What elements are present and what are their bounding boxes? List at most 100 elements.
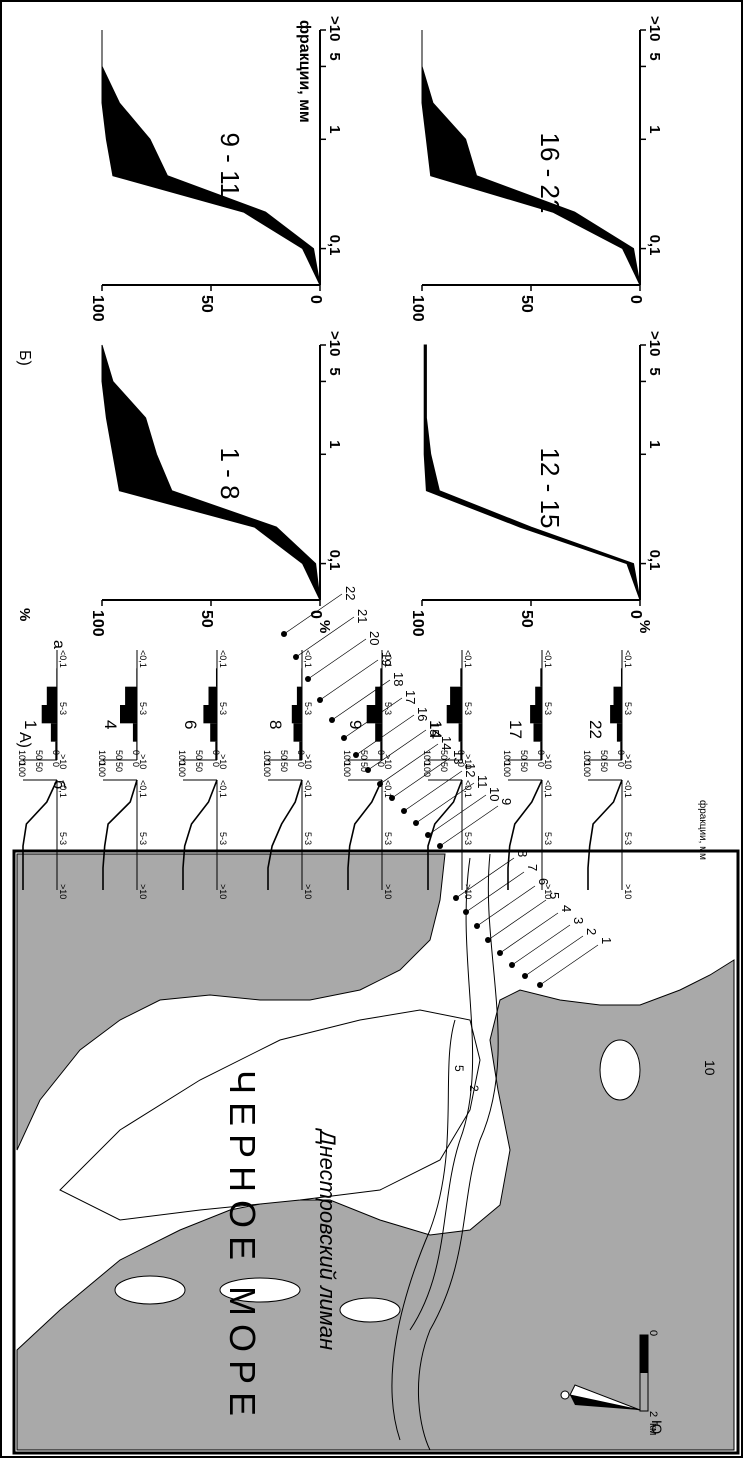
- hist-bar: [50, 723, 57, 742]
- hist-x-tick: >10: [138, 754, 148, 769]
- hist-y-tick: 50: [359, 762, 369, 772]
- cum-y-tick: 50: [359, 750, 369, 760]
- panel-b-y-label: %: [316, 620, 333, 633]
- hist-x-tick: 5-3: [623, 702, 633, 715]
- hist-bar: [296, 686, 302, 705]
- col-b-label: б: [50, 780, 67, 789]
- hist-x-tick: <0,1: [463, 650, 473, 668]
- fraction-tick-label: >10: [326, 16, 343, 41]
- station-label: 21: [355, 609, 370, 623]
- cum-y-tick: 0: [296, 750, 306, 755]
- cum-y-tick: 50: [114, 750, 124, 760]
- svg-text:2: 2: [647, 1411, 659, 1417]
- cum-x-tick: 5-3: [463, 832, 473, 845]
- percent-tick-label: 50: [518, 295, 535, 313]
- station-label: 22: [343, 586, 358, 600]
- liman-label: Днестровский лиман: [315, 1127, 340, 1350]
- hist-bar: [46, 686, 57, 705]
- cum-y-tick: 100: [502, 750, 512, 765]
- cum-y-tick: 100: [582, 750, 592, 765]
- hist-y-tick: 0: [376, 762, 386, 767]
- station-label: 6: [536, 878, 551, 885]
- envelope-band: [423, 344, 641, 601]
- hist-y-tick: 100: [342, 762, 352, 777]
- sample-label: 22: [586, 720, 605, 739]
- hist-y-tick: 50: [114, 762, 124, 772]
- cum-y-tick: 0: [456, 750, 466, 755]
- percent-tick-label: 100: [409, 295, 426, 322]
- cum-curve: [102, 779, 138, 890]
- island: [114, 1275, 186, 1305]
- station-label: 4: [559, 905, 574, 912]
- panel-a-title: А): [16, 732, 33, 748]
- hist-y-tick: 100: [17, 762, 27, 777]
- cum-curve: [507, 779, 543, 890]
- station-label: 8: [515, 850, 530, 857]
- cum-x-tick: <0,1: [218, 780, 228, 798]
- island: [599, 1039, 641, 1101]
- cum-y-tick: 0: [131, 750, 141, 755]
- sample-row: 22 100 50 0 <0,1 5-3 >10 100 50 0 <0,1 5-3 >10: [582, 650, 633, 899]
- hist-bar: [55, 741, 57, 760]
- cum-x-tick: 5-3: [303, 832, 313, 845]
- hist-y-tick: 0: [296, 762, 306, 767]
- isobath-10: [417, 853, 499, 1451]
- percent-tick-label: 0: [307, 610, 324, 619]
- plot-range-label: 9 - 11: [215, 133, 245, 198]
- hist-bar: [203, 705, 217, 724]
- station-label: 1: [599, 937, 614, 944]
- plot-range-label: 16 - 22: [535, 133, 565, 214]
- sample-label: 9: [346, 720, 365, 729]
- hist-x-tick: <0,1: [218, 650, 228, 668]
- cum-curve: [267, 779, 303, 890]
- grain-size-plot: 100 50 0 0,1 1 5 >10 9 - 11: [89, 16, 343, 322]
- hist-x-tick: 5-3: [463, 702, 473, 715]
- grain-size-plot: 100 50 0 0,1 1 5 >10 12 - 15: [409, 331, 663, 637]
- station-leader: [415, 782, 475, 824]
- station-label: 19: [379, 652, 394, 666]
- fraction-tick-label: >10: [646, 331, 663, 356]
- hist-y-tick: 50: [599, 762, 609, 772]
- cum-x-tick: 5-3: [58, 832, 68, 845]
- hist-y-tick: 50: [439, 762, 449, 772]
- cum-y-tick: 100: [422, 750, 432, 765]
- hist-x-tick: >10: [543, 754, 553, 769]
- station-leader: [465, 871, 525, 913]
- hist-bar: [375, 723, 382, 742]
- cum-y-tick: 50: [439, 750, 449, 760]
- hist-bar: [299, 741, 302, 760]
- hist-x-tick: <0,1: [138, 650, 148, 668]
- station-leader: [403, 770, 463, 812]
- land-mass-west: [16, 853, 446, 1151]
- fraction-tick-label: 0,1: [646, 550, 663, 571]
- cum-y-tick: 0: [376, 750, 386, 755]
- island: [219, 1277, 301, 1303]
- sample-label: 4: [101, 720, 120, 729]
- hist-x-tick: 5-3: [58, 702, 68, 715]
- hist-y-tick: 100: [262, 762, 272, 777]
- percent-tick-label: 100: [409, 610, 426, 637]
- hist-y-tick: 0: [456, 762, 466, 767]
- hist-x-tick: >10: [303, 754, 313, 769]
- station-leader: [511, 924, 571, 966]
- hist-bar: [540, 741, 542, 760]
- cum-x-tick: 5-3: [138, 832, 148, 845]
- station-leader: [476, 885, 536, 927]
- sample-label: 6: [181, 720, 200, 729]
- hist-y-tick: 50: [34, 762, 44, 772]
- station-leader: [307, 638, 367, 680]
- cum-y-tick: 0: [536, 750, 546, 755]
- station-label: 16: [415, 707, 430, 721]
- fraction-tick-label: 0,1: [326, 550, 343, 571]
- grain-size-plot: 100 50 0 0,1 1 5 >10 16 - 22: [409, 16, 663, 322]
- isobath-label: 10: [702, 1060, 718, 1076]
- hist-bar: [533, 723, 542, 742]
- cum-y-tick: 100: [97, 750, 107, 765]
- hist-bar: [125, 686, 137, 705]
- sample-row: 4 100 50 0 <0,1 5-3 >10 100 50 0 <0,1 5-3 >10: [97, 650, 148, 899]
- hist-bar: [301, 668, 302, 687]
- cum-curve: [22, 779, 58, 890]
- hist-x-tick: 5-3: [543, 702, 553, 715]
- isobath-2: [391, 1019, 456, 1441]
